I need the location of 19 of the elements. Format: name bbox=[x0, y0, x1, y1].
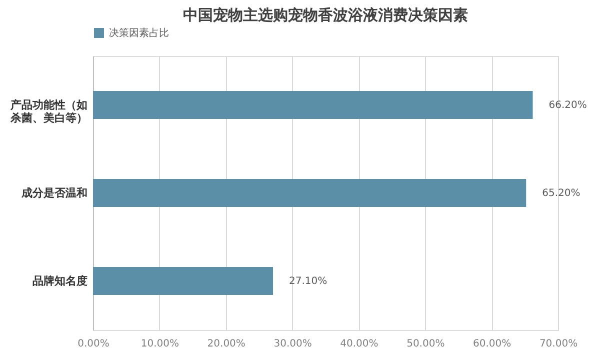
x-tick-label: 60.00% bbox=[473, 338, 512, 350]
x-tick-label: 20.00% bbox=[207, 338, 246, 350]
y-tick-label: 成分是否温和 bbox=[20, 186, 88, 200]
x-tick-label: 0.00% bbox=[78, 338, 110, 350]
chart-title: 中国宠物主选购宠物香波浴液消费决策因素 bbox=[183, 6, 468, 24]
x-tick-label: 30.00% bbox=[274, 338, 312, 350]
bar bbox=[93, 91, 533, 119]
legend-label: 决策因素占比 bbox=[109, 27, 169, 39]
bar bbox=[93, 179, 526, 207]
x-tick-label: 10.00% bbox=[140, 338, 179, 350]
text: 66.20% bbox=[548, 100, 587, 111]
bar bbox=[93, 267, 274, 295]
x-tick-label: 70.00% bbox=[539, 338, 578, 350]
text: 27.10% bbox=[289, 276, 328, 287]
y-tick-label: 品牌知名度 bbox=[32, 274, 88, 288]
text: 65.20% bbox=[542, 188, 580, 199]
x-tick-label: 50.00% bbox=[406, 338, 445, 350]
y-tick-label: 产品功能性（如杀菌、美白等） bbox=[10, 98, 88, 124]
x-tick-label: 40.00% bbox=[340, 338, 378, 350]
